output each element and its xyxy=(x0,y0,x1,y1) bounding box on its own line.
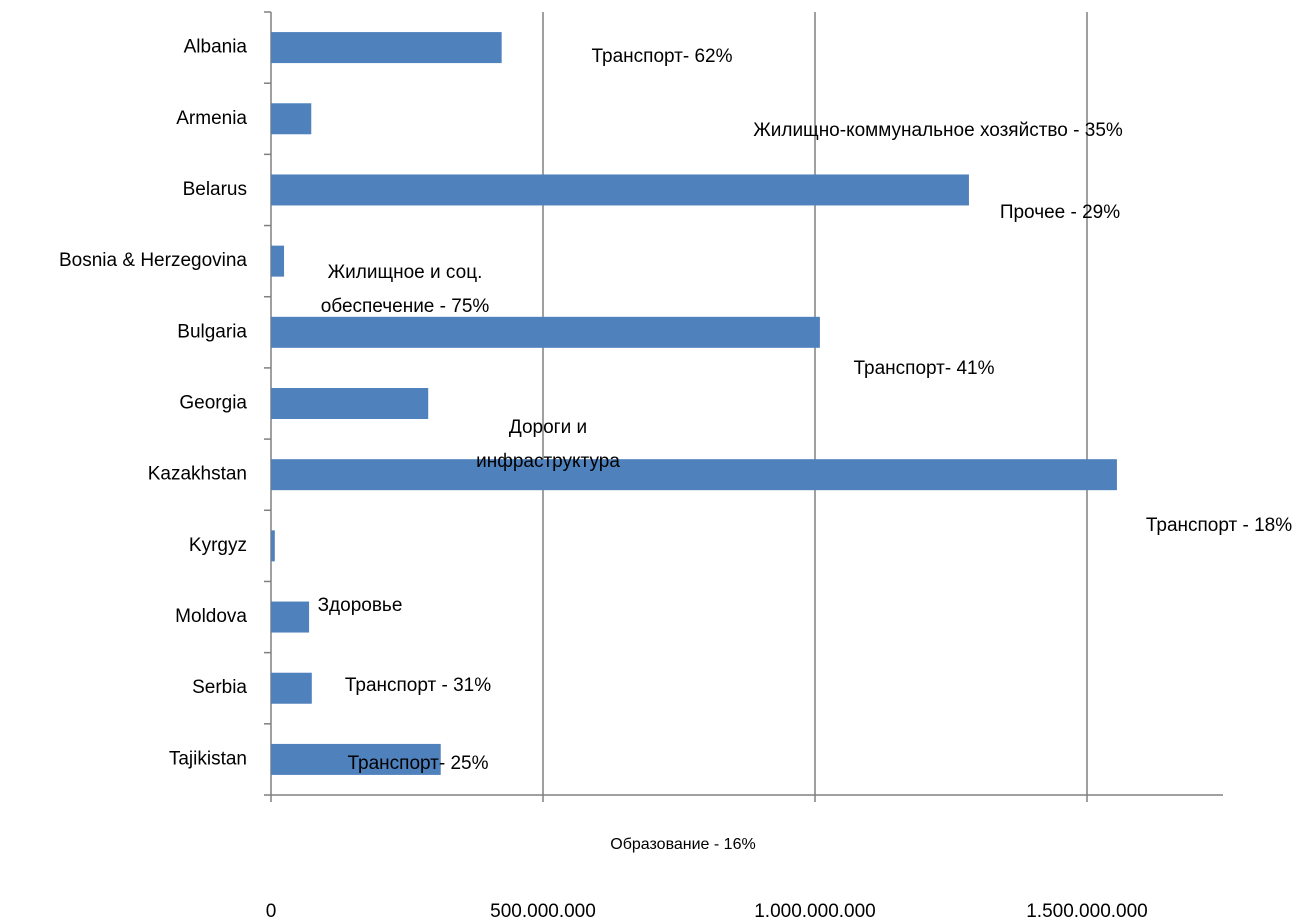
annotation: Прочее - 29% xyxy=(1000,202,1120,223)
annotation: Жилищное и соц. xyxy=(328,262,483,283)
bar xyxy=(271,743,441,775)
y-tick-label: Kyrgyz xyxy=(189,535,247,556)
bar xyxy=(271,530,275,562)
bar xyxy=(271,459,1117,491)
annotation: Здоровье xyxy=(318,595,403,616)
bar xyxy=(271,245,285,277)
annotation: Транспорт - 18% xyxy=(1146,515,1292,536)
annotation: Дороги и xyxy=(509,417,587,438)
annotation: Транспорт- 25% xyxy=(347,753,488,774)
y-tick-label: Armenia xyxy=(176,108,247,129)
bar xyxy=(271,316,820,348)
annotation: Транспорт- 41% xyxy=(853,358,994,379)
bar xyxy=(271,103,312,135)
annotation: обеспечение - 75% xyxy=(321,296,490,317)
y-tick-label: Tajikistan xyxy=(169,748,247,769)
annotation: инфраструктура xyxy=(476,451,620,472)
y-tick-label: Bulgaria xyxy=(177,321,247,342)
bar xyxy=(271,601,310,633)
bar xyxy=(271,32,502,64)
bar xyxy=(271,672,312,704)
y-tick-label: Bosnia & Herzegovina xyxy=(59,250,247,271)
y-tick-label: Moldova xyxy=(175,606,247,627)
x-tick-label: 1.500.000.000 xyxy=(1026,901,1148,922)
x-tick-label: 500.000.000 xyxy=(490,901,596,922)
bar xyxy=(271,174,969,206)
y-tick-label: Georgia xyxy=(179,393,247,414)
annotation: Жилищно-коммунальное хозяйство - 35% xyxy=(753,120,1123,141)
x-tick-label: 0 xyxy=(266,901,277,922)
y-tick-label: Kazakhstan xyxy=(148,464,247,485)
annotation: Транспорт- 62% xyxy=(591,46,732,67)
y-tick-label: Albania xyxy=(184,37,248,58)
y-tick-label: Serbia xyxy=(192,677,247,698)
x-tick-label: 1.000.000.000 xyxy=(754,901,876,922)
annotation: Образование - 16% xyxy=(610,836,755,853)
annotation: Транспорт - 31% xyxy=(345,675,491,696)
y-tick-label: Belarus xyxy=(183,179,247,200)
bar xyxy=(271,388,429,419)
